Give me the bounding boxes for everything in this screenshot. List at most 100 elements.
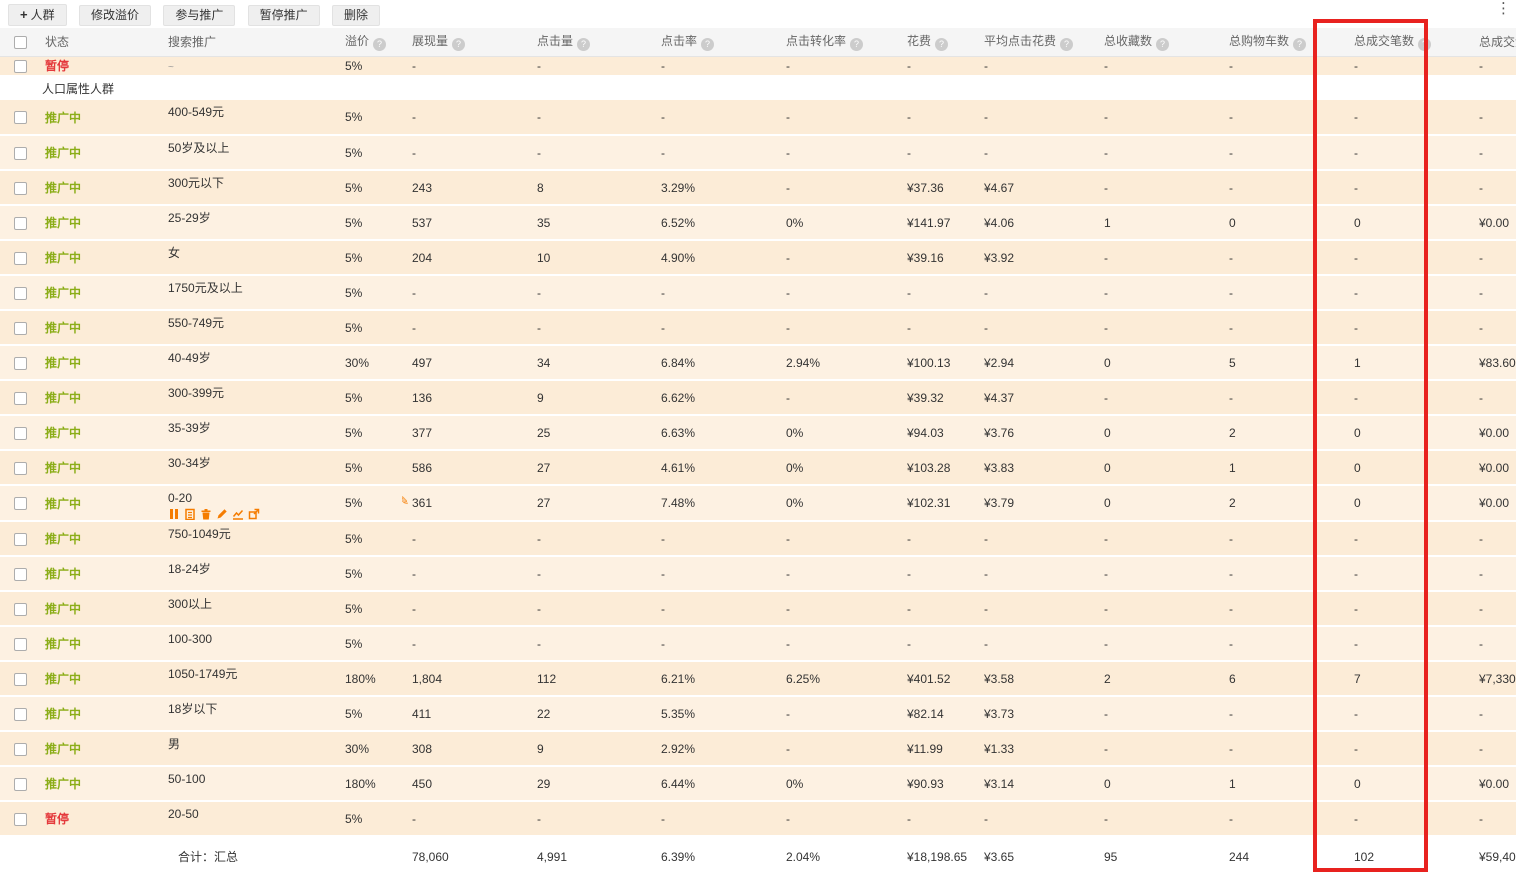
crowd-name: 750-1049元 [168, 527, 231, 541]
table-row: 推广中 18-24岁 5% - - - - - - - - - - [0, 556, 1516, 591]
row-checkbox[interactable] [14, 146, 27, 160]
help-icon[interactable] [850, 38, 864, 52]
row-checkbox[interactable] [14, 216, 27, 230]
crowd-name: 50岁及以上 [168, 141, 230, 155]
row-checkbox[interactable] [14, 391, 27, 405]
table-row: 推广中 50岁及以上 5% - - - - - - - - - - [0, 135, 1516, 170]
crowd-name: 300元以下 [168, 176, 225, 190]
edit-icon[interactable] [216, 508, 228, 520]
row-checkbox[interactable] [14, 497, 27, 511]
crowd-name: 0-20 [168, 491, 193, 505]
row-checkbox[interactable] [14, 356, 27, 370]
row-checkbox[interactable] [14, 777, 27, 791]
col-header-cost: 花费 [897, 28, 974, 57]
table-row: 推广中 女 5% 204 10 4.90% - ¥39.16 ¥3.92 - -… [0, 240, 1516, 275]
table-row: 推广中 1750元及以上 5% - - - - - - - - - - [0, 275, 1516, 310]
table-row: 推广中 300-399元 5% 136 9 6.62% - ¥39.32 ¥4.… [0, 380, 1516, 415]
row-checkbox[interactable] [14, 742, 27, 756]
status-badge: 推广中 [45, 496, 82, 511]
status-badge: 推广中 [45, 602, 82, 616]
trash-icon[interactable] [200, 508, 212, 520]
select-all-checkbox[interactable] [14, 35, 27, 49]
crowd-name: 40-49岁 [168, 351, 211, 365]
summary-favorites: 95 [1104, 849, 1118, 864]
col-header-ctr: 点击率 [651, 28, 776, 57]
delete-button[interactable]: 删除 [332, 5, 381, 26]
modify-premium-button[interactable]: 修改溢价 [78, 5, 151, 26]
crowd-name: 1750元及以上 [168, 281, 243, 295]
crowd-name: 300以上 [168, 597, 213, 611]
table-row: 推广中 40-49岁 30% 497 34 6.84% 2.94% ¥100.1… [0, 345, 1516, 380]
summary-label: 合计：汇总 [178, 850, 239, 864]
edit-premium-icon[interactable]: ✎ [402, 494, 409, 508]
col-header-clicks: 点击量 [527, 28, 651, 57]
col-header-premium: 溢价 [340, 28, 402, 57]
crowd-name: 女 [168, 246, 181, 260]
help-icon[interactable] [1293, 38, 1307, 52]
summary-cost: ¥18,198.65 [907, 849, 968, 864]
row-checkbox[interactable] [14, 672, 27, 686]
row-checkbox[interactable] [14, 286, 27, 300]
summary-impressions: 78,060 [412, 849, 449, 864]
row-checkbox[interactable] [14, 532, 27, 546]
col-header-orders: 总成交笔数 [1344, 28, 1469, 57]
status-badge: 推广中 [45, 426, 82, 440]
table-row: 暂停 20-50 5% - - - - - - - - - - [0, 801, 1516, 836]
row-checkbox[interactable] [14, 602, 27, 616]
table-row: 推广中 300元以下 5% 243 8 3.29% - ¥37.36 ¥4.67… [0, 170, 1516, 205]
pause-promotion-button[interactable]: 暂停推广 [247, 5, 320, 26]
pause-icon[interactable] [168, 508, 180, 520]
status-badge: 推广中 [45, 356, 82, 370]
col-header-carts: 总购物车数 [1219, 28, 1344, 57]
status-badge: 暂停 [45, 59, 70, 74]
toolbar: + 人群 修改溢价 参与推广 暂停推广 删除 [0, 0, 1516, 28]
add-crowd-button[interactable]: + 人群 [8, 4, 67, 26]
table-row: 推广中 100-300 5% - - - - - - - - - - [0, 626, 1516, 661]
help-icon[interactable] [1156, 38, 1170, 52]
crowd-name: ~ [168, 61, 174, 73]
status-badge: 推广中 [45, 321, 82, 335]
status-badge: 推广中 [45, 707, 82, 721]
help-icon[interactable] [577, 38, 591, 52]
summary-clicks: 4,991 [537, 849, 568, 864]
table-row: 推广中 300以上 5% - - - - - - - - - - [0, 591, 1516, 626]
row-checkbox[interactable] [14, 321, 27, 335]
row-checkbox[interactable] [14, 812, 27, 826]
crowd-name: 30-34岁 [168, 456, 211, 470]
help-icon[interactable] [935, 38, 949, 52]
help-icon[interactable] [452, 38, 466, 52]
table-row: 推广中 550-749元 5% - - - - - - - - - - [0, 310, 1516, 345]
row-checkbox[interactable] [14, 181, 27, 195]
join-promotion-button[interactable]: 参与推广 [163, 5, 236, 26]
chart-icon[interactable] [232, 508, 244, 520]
status-badge: 推广中 [45, 567, 82, 581]
table-row: 推广中 50-100 180% 450 29 6.44% 0% ¥90.93 ¥… [0, 766, 1516, 801]
row-checkbox[interactable] [14, 567, 27, 581]
help-icon[interactable] [701, 38, 715, 52]
summary-amount: ¥59,40 [1479, 849, 1516, 864]
more-options-icon[interactable]: ⋮ [1496, 0, 1511, 17]
row-checkbox[interactable] [14, 251, 27, 265]
crowd-table: 状态 搜索推广 溢价 展现量 点击量 点击率 点击转化率 花费 平均点击花费 总… [0, 28, 1516, 876]
row-checkbox[interactable] [14, 111, 27, 125]
export-icon[interactable] [248, 508, 260, 520]
help-icon[interactable] [1418, 38, 1432, 52]
crowd-name: 18岁以下 [168, 702, 218, 716]
row-checkbox[interactable] [14, 637, 27, 651]
clipboard-icon[interactable] [184, 508, 196, 520]
help-icon[interactable] [1060, 38, 1074, 52]
row-checkbox[interactable] [14, 426, 27, 440]
status-badge: 推广中 [45, 742, 82, 756]
row-checkbox[interactable] [14, 707, 27, 721]
status-badge: 推广中 [45, 672, 82, 686]
help-icon[interactable] [373, 38, 387, 52]
table-row: 推广中 30-34岁 5% 586 27 4.61% 0% ¥103.28 ¥3… [0, 450, 1516, 485]
col-header-impressions: 展现量 [402, 28, 527, 57]
row-checkbox[interactable] [14, 59, 27, 73]
row-checkbox[interactable] [14, 461, 27, 475]
plus-icon: + [20, 7, 28, 22]
summary-row: 合计：汇总 78,060 4,991 6.39% 2.04% ¥18,198.6… [0, 836, 1516, 876]
table-row: 推广中 400-549元 5% - - - - - - - - - - [0, 100, 1516, 135]
header-row: 状态 搜索推广 溢价 展现量 点击量 点击率 点击转化率 花费 平均点击花费 总… [0, 28, 1516, 57]
section-label: 人口属性人群 [42, 82, 115, 96]
